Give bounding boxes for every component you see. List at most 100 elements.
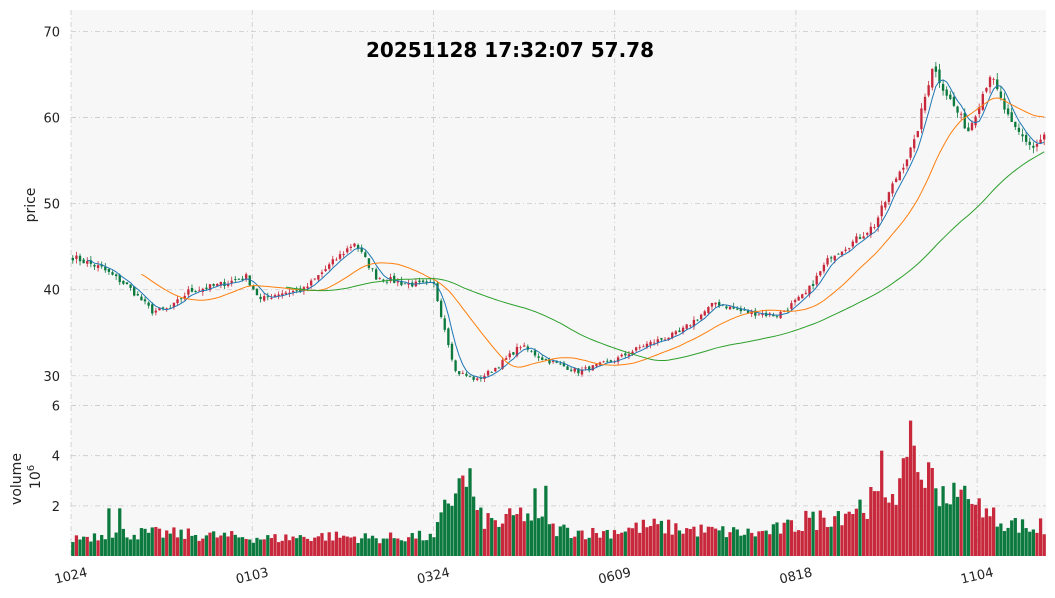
volume-bar	[598, 537, 602, 556]
candle-body	[461, 373, 464, 375]
candle-body	[1017, 127, 1021, 132]
candle-body	[931, 68, 934, 88]
candle-body	[559, 363, 562, 365]
volume-bar	[226, 536, 230, 556]
volume-bar	[504, 513, 508, 556]
volume-bar	[760, 530, 765, 556]
candle-body	[244, 274, 248, 280]
candle-body	[183, 295, 186, 300]
candle-body	[331, 259, 334, 265]
candle-body	[1043, 134, 1046, 140]
candle-body	[439, 300, 443, 317]
candle-body	[606, 360, 609, 362]
volume-bar	[118, 508, 122, 556]
volume-bar	[179, 529, 183, 556]
volume-axis-label: volume	[9, 453, 25, 505]
volume-bar	[1038, 518, 1043, 556]
candle-body	[151, 304, 154, 314]
candle-body	[418, 280, 421, 283]
candle-body	[75, 255, 78, 259]
volume-bar	[739, 535, 743, 556]
candle-body	[869, 226, 873, 235]
volume-bar	[789, 520, 794, 556]
candle-body	[631, 351, 634, 354]
candle-body	[118, 274, 121, 283]
volume-bar	[898, 478, 902, 556]
volume-bar	[432, 537, 436, 556]
volume-bar	[269, 538, 274, 556]
candle-body	[259, 296, 262, 300]
candle-body	[273, 295, 277, 298]
candle-body	[616, 357, 620, 362]
volume-bar	[479, 507, 483, 556]
volume-bar	[284, 534, 288, 556]
candle-body	[89, 260, 93, 264]
volume-bar	[374, 538, 378, 556]
volume-bar	[916, 472, 920, 556]
volume-bar	[464, 486, 469, 556]
candle-body	[858, 237, 862, 239]
volume-bar	[656, 524, 660, 556]
volume-bar	[100, 534, 104, 556]
volume-bar	[692, 526, 696, 556]
candle-body	[533, 350, 537, 356]
volume-bar	[331, 540, 335, 556]
volume-bar	[750, 532, 754, 556]
candle-body	[584, 367, 587, 369]
volume-bar	[82, 536, 86, 556]
candle-body	[627, 354, 631, 357]
volume-bar	[1020, 519, 1025, 556]
volume-bar	[901, 458, 905, 556]
volume-bar	[147, 532, 151, 556]
candle-body	[595, 364, 598, 367]
candle-body	[530, 350, 533, 352]
candle-body	[653, 342, 656, 344]
candle-body	[923, 96, 927, 111]
candle-body	[909, 147, 912, 158]
candle-body	[916, 131, 919, 137]
candle-body	[710, 303, 714, 307]
candle-body	[216, 283, 219, 286]
volume-bar	[468, 468, 472, 556]
volume-bar	[851, 513, 855, 556]
volume-bar	[190, 535, 194, 556]
candle-body	[526, 346, 529, 350]
candle-body	[562, 362, 566, 367]
volume-bar	[1013, 518, 1017, 556]
candle-body	[208, 284, 212, 291]
volume-bar	[529, 520, 534, 556]
date-tick-label: 0609	[597, 565, 633, 587]
volume-bar	[641, 519, 645, 556]
volume-bar	[533, 488, 537, 556]
candle-body	[620, 354, 623, 357]
candle-body	[266, 296, 269, 298]
volume-bar	[403, 541, 407, 556]
volume-bar	[96, 540, 100, 556]
volume-bar	[912, 445, 916, 556]
volume-bar	[688, 528, 692, 556]
volume-bar	[453, 493, 458, 556]
ma-line-60	[285, 151, 1045, 361]
candle-body	[945, 89, 948, 96]
candle-body	[573, 368, 576, 372]
candle-body	[671, 332, 674, 339]
candle-body	[732, 306, 735, 309]
volume-bar	[172, 527, 176, 556]
candle-body	[346, 248, 349, 253]
volume-bar	[930, 467, 934, 556]
volume-bar	[201, 538, 205, 556]
candle-body	[941, 83, 945, 91]
candle-body	[356, 245, 360, 249]
volume-bar	[1042, 534, 1046, 556]
volume-bar	[139, 528, 144, 556]
volume-bar	[237, 537, 241, 556]
candle-body	[472, 376, 475, 380]
candle-body	[136, 294, 139, 296]
volume-bar	[728, 532, 732, 556]
volume-bar	[443, 499, 447, 556]
candle-body	[959, 113, 963, 115]
candle-body	[263, 296, 266, 301]
volume-bar	[204, 535, 209, 556]
candle-body	[649, 341, 652, 346]
candle-body	[833, 255, 836, 261]
